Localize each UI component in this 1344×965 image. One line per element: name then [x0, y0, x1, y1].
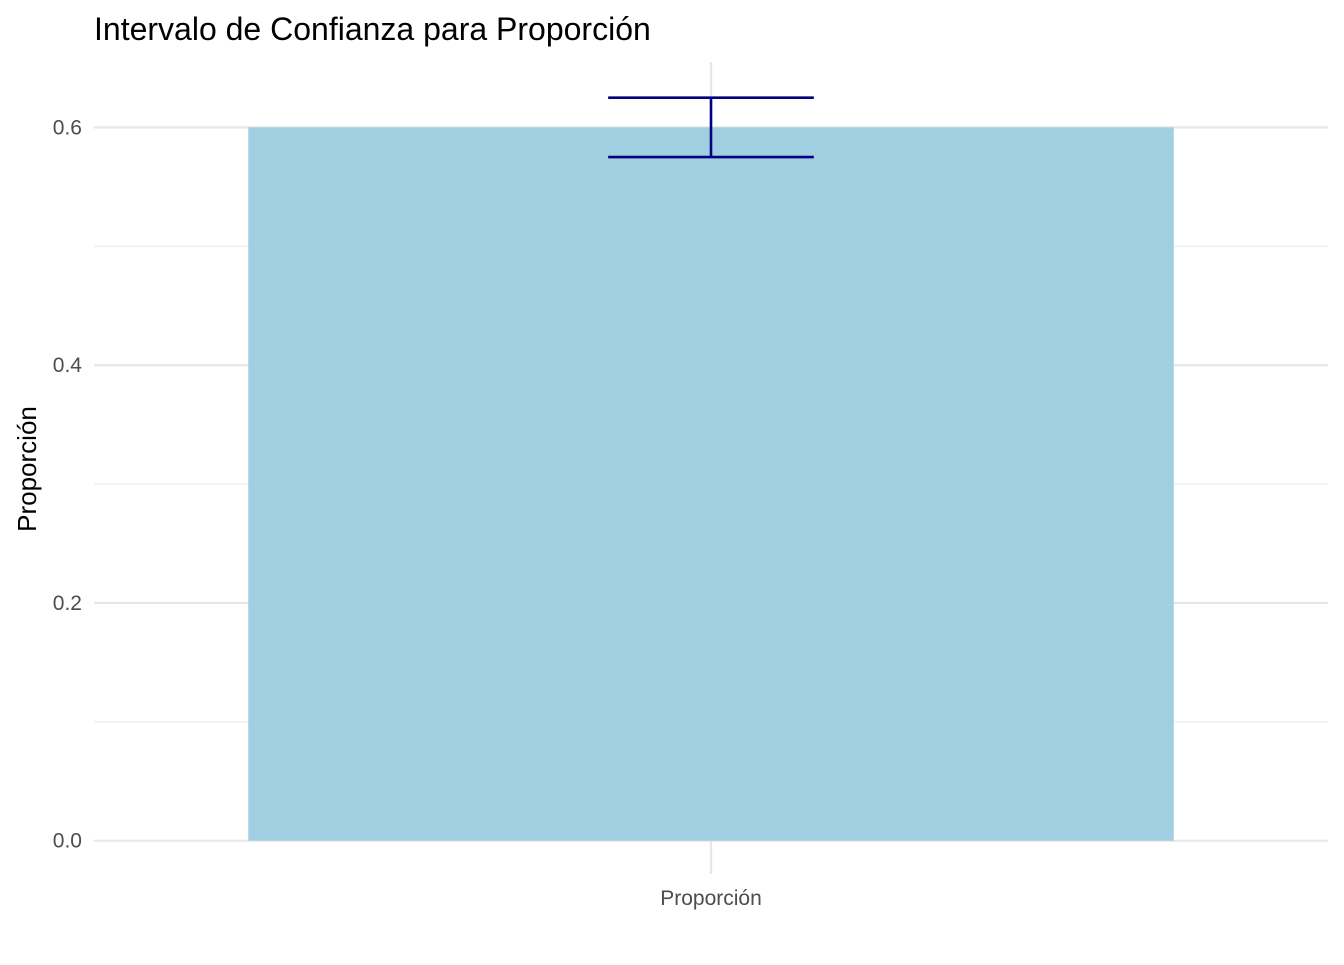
error-bar [608, 96, 814, 159]
y-tick-label: 0.4 [53, 354, 83, 377]
chart-title: Intervalo de Confianza para Proporción [94, 11, 651, 47]
tick-layer: 0.0 0.2 0.4 0.6 Proporción [53, 116, 762, 910]
y-tick-label: 0.0 [53, 830, 82, 853]
errorbar-layer [608, 96, 814, 159]
y-tick-label: 0.6 [53, 116, 82, 139]
bar-layer [248, 127, 1174, 841]
y-tick-label: 0.2 [53, 592, 82, 615]
y-axis-title: Proporción [12, 406, 42, 532]
bar [248, 127, 1174, 841]
x-tick-label: Proporción [660, 887, 762, 910]
